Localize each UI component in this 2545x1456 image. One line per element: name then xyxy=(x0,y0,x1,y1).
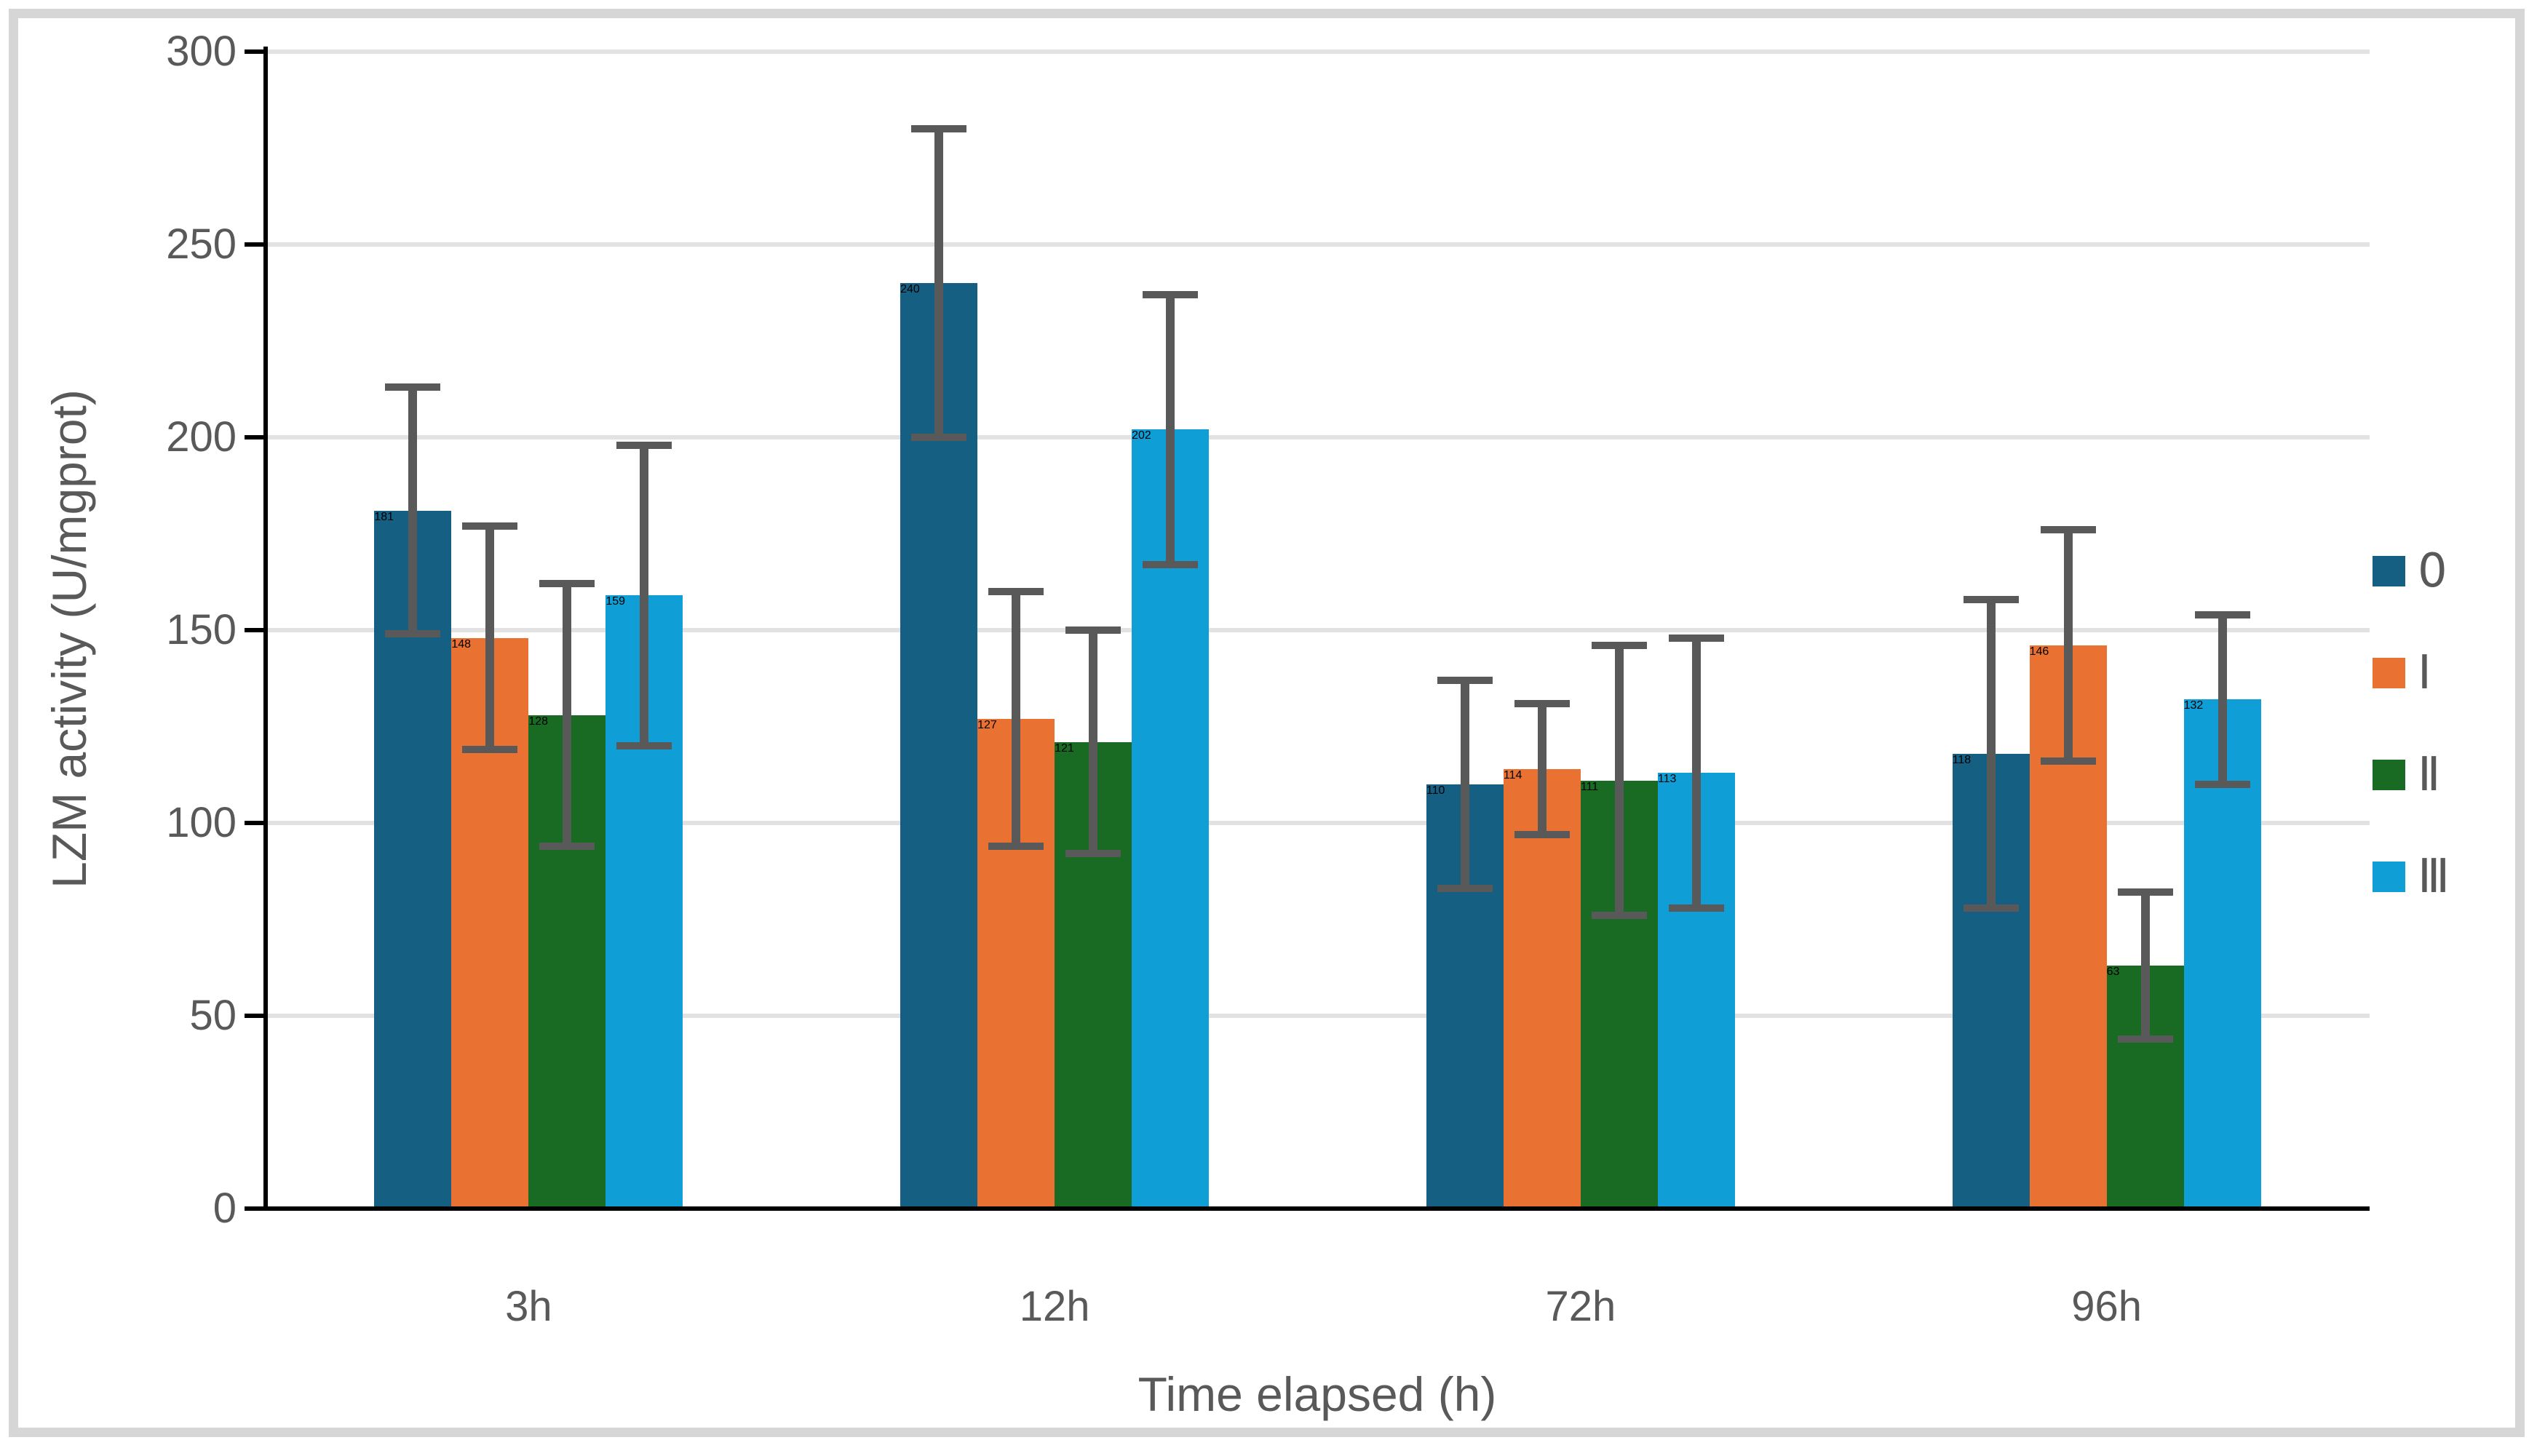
error-bar-top-cap-12h-series-1 xyxy=(911,125,967,132)
legend-swatch-series-2 xyxy=(2373,658,2405,688)
error-bar-bottom-cap-96h-series-2 xyxy=(2040,757,2096,765)
error-bar-stem-12h-series-1 xyxy=(934,129,944,437)
error-bar-stem-96h-series-2 xyxy=(2063,530,2073,762)
error-bar-bottom-cap-12h-series-1 xyxy=(911,434,967,441)
gridline-y250 xyxy=(268,242,2370,247)
error-bar-bottom-cap-12h-series-4 xyxy=(1143,560,1199,568)
error-bar-stem-3h-series-2 xyxy=(485,525,495,750)
error-bar-bottom-cap-72h-series-3 xyxy=(1591,912,1647,920)
y-axis-title: LZM activity (U/mgprot) xyxy=(42,389,96,888)
legend-label-series-4: Ⅲ xyxy=(2418,850,2450,904)
error-bar-top-cap-72h-series-1 xyxy=(1437,676,1493,684)
error-bar-bottom-cap-3h-series-1 xyxy=(385,630,441,638)
error-bar-top-cap-72h-series-4 xyxy=(1668,634,1724,642)
error-bar-bottom-cap-3h-series-2 xyxy=(462,746,518,754)
error-bar-top-cap-72h-series-2 xyxy=(1514,699,1570,707)
error-bar-bottom-cap-96h-series-4 xyxy=(2194,781,2250,788)
y-axis-tick-0 xyxy=(245,1206,263,1211)
y-tick-label-50: 50 xyxy=(189,992,237,1039)
y-tick-label-300: 300 xyxy=(166,28,237,75)
error-bar-top-cap-12h-series-2 xyxy=(988,588,1044,595)
error-bar-top-cap-96h-series-4 xyxy=(2194,610,2250,618)
error-bar-top-cap-12h-series-3 xyxy=(1065,626,1121,634)
error-bar-top-cap-96h-series-1 xyxy=(1963,595,2019,603)
gridline-y300 xyxy=(268,49,2370,54)
error-bar-stem-12h-series-4 xyxy=(1166,294,1175,565)
x-axis-title: Time elapsed (h) xyxy=(1137,1367,1497,1421)
legend-swatch-series-3 xyxy=(2373,760,2405,790)
error-bar-stem-12h-series-2 xyxy=(1012,592,1021,846)
y-tick-label-150: 150 xyxy=(166,606,237,653)
y-axis-tick-150 xyxy=(245,628,263,632)
legend-label-series-3: Ⅱ xyxy=(2418,748,2441,802)
legend-swatch-series-1 xyxy=(2373,556,2405,586)
y-axis-tick-300 xyxy=(245,49,263,54)
legend-label-series-2: Ⅰ xyxy=(2418,646,2431,700)
error-bar-bottom-cap-12h-series-2 xyxy=(988,842,1044,850)
gridline-y200 xyxy=(268,435,2370,439)
x-category-label-72h: 72h xyxy=(1545,1283,1616,1330)
chart-outer-border xyxy=(9,9,2525,1437)
error-bar-bottom-cap-96h-series-1 xyxy=(1963,904,2019,912)
gridline-y50 xyxy=(268,1014,2370,1018)
y-tick-label-250: 250 xyxy=(166,220,237,268)
y-tick-label-0: 0 xyxy=(213,1185,237,1232)
error-bar-bottom-cap-72h-series-4 xyxy=(1668,904,1724,912)
legend-label-series-1: 0 xyxy=(2418,544,2447,598)
y-axis-tick-100 xyxy=(245,821,263,825)
error-bar-top-cap-3h-series-3 xyxy=(539,580,595,588)
error-bar-top-cap-3h-series-2 xyxy=(462,522,518,530)
legend-swatch-series-4 xyxy=(2373,862,2405,892)
gridline-y100 xyxy=(268,821,2370,825)
error-bar-top-cap-96h-series-2 xyxy=(2040,526,2096,534)
y-tick-label-200: 200 xyxy=(166,413,237,461)
y-axis-tick-50 xyxy=(245,1014,263,1018)
bar-72h-series-2: 114 xyxy=(1503,768,1581,1209)
error-bar-bottom-cap-72h-series-1 xyxy=(1437,885,1493,893)
error-bar-bottom-cap-3h-series-3 xyxy=(539,842,595,850)
error-bar-top-cap-3h-series-1 xyxy=(385,383,441,391)
y-axis-line xyxy=(263,47,268,1211)
x-axis-line xyxy=(263,1206,2370,1211)
error-bar-stem-96h-series-3 xyxy=(2140,892,2150,1039)
error-bar-top-cap-3h-series-4 xyxy=(616,441,672,449)
error-bar-stem-3h-series-3 xyxy=(563,584,572,846)
error-bar-bottom-cap-96h-series-3 xyxy=(2117,1035,2173,1043)
error-bar-stem-72h-series-2 xyxy=(1537,703,1547,835)
error-bar-stem-3h-series-4 xyxy=(640,445,649,746)
error-bar-bottom-cap-3h-series-4 xyxy=(616,742,672,749)
error-bar-stem-72h-series-1 xyxy=(1460,680,1469,889)
gridline-y150 xyxy=(268,628,2370,632)
error-bar-stem-96h-series-4 xyxy=(2218,614,2227,784)
y-axis-tick-250 xyxy=(245,242,263,247)
x-category-label-12h: 12h xyxy=(1019,1283,1090,1330)
error-bar-bottom-cap-72h-series-2 xyxy=(1514,830,1570,838)
x-category-label-3h: 3h xyxy=(505,1283,552,1330)
error-bar-top-cap-12h-series-4 xyxy=(1143,290,1199,298)
y-tick-label-100: 100 xyxy=(166,799,237,846)
error-bar-stem-96h-series-1 xyxy=(1986,599,1996,908)
error-bar-stem-12h-series-3 xyxy=(1089,630,1098,854)
error-bar-stem-72h-series-3 xyxy=(1614,645,1624,916)
error-bar-stem-3h-series-1 xyxy=(408,387,418,634)
x-category-label-96h: 96h xyxy=(2071,1283,2143,1330)
error-bar-top-cap-96h-series-3 xyxy=(2117,888,2173,896)
y-axis-tick-200 xyxy=(245,435,263,439)
error-bar-top-cap-72h-series-3 xyxy=(1591,642,1647,650)
error-bar-bottom-cap-12h-series-3 xyxy=(1065,850,1121,858)
error-bar-stem-72h-series-4 xyxy=(1691,637,1701,908)
